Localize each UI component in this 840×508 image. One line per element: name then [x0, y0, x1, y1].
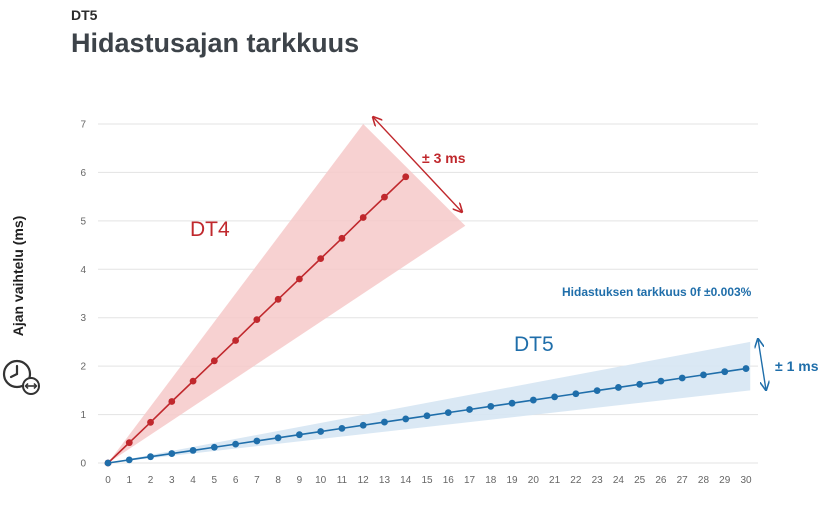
x-tick-label: 30 [740, 475, 752, 486]
dt5-point [232, 440, 240, 448]
dt4-point [274, 295, 282, 303]
dt4-point [359, 214, 367, 221]
y-tick-label: 3 [80, 313, 86, 324]
dt5-point [742, 365, 750, 372]
dt5-point [678, 374, 686, 382]
dt4-point [210, 357, 218, 365]
page-title: Hidastusajan tarkkuus [71, 28, 360, 58]
dt4-point [232, 337, 240, 344]
dt4-point [402, 173, 410, 181]
x-tick-label: 24 [613, 475, 625, 486]
x-tick-label: 10 [315, 475, 327, 486]
dt5-point [593, 387, 601, 394]
dt5-point [721, 368, 729, 376]
dt5-point [529, 396, 537, 404]
dt5-point [210, 443, 218, 451]
x-tick-label: 15 [421, 475, 433, 486]
dt4-point [253, 316, 261, 324]
dt5-point [402, 415, 410, 423]
y-tick-label: 0 [80, 459, 86, 470]
dt4-point [125, 439, 133, 447]
dt5-point [296, 431, 303, 439]
x-tick-label: 16 [443, 475, 455, 486]
x-tick-label: 3 [169, 475, 175, 486]
x-tick-label: 25 [634, 475, 646, 486]
dt5-point [274, 434, 282, 442]
dt5-point [104, 459, 112, 467]
dt4-tolerance-label: ± 3 ms [422, 150, 466, 166]
x-tick-label: 8 [275, 475, 281, 486]
y-tick-label: 6 [80, 168, 86, 179]
x-tick-label: 22 [570, 475, 582, 486]
dt5-point [466, 406, 473, 413]
dt4-point [168, 398, 176, 405]
y-tick-label: 7 [80, 120, 86, 131]
x-tick-label: 9 [297, 475, 303, 486]
y-tick-label: 1 [80, 410, 86, 421]
x-tick-label: 23 [592, 475, 604, 486]
dt5-point [381, 418, 388, 426]
dt5-point [338, 424, 346, 432]
series-label-dt4: DT4 [190, 218, 230, 241]
x-tick-label: 4 [190, 475, 196, 486]
dt5-point [147, 453, 154, 461]
x-tick-label: 12 [358, 475, 370, 486]
x-tick-label: 21 [549, 475, 561, 486]
dt5-point [551, 393, 558, 401]
eyebrow-label: DT5 [71, 7, 98, 23]
dt5-point [423, 412, 431, 420]
x-tick-label: 26 [655, 475, 667, 486]
dt5-tolerance-band [108, 341, 751, 463]
x-tick-label: 29 [719, 475, 731, 486]
dt4-point [147, 418, 154, 426]
dt5-point [636, 380, 644, 388]
accuracy-annotation: Hidastuksen tarkkuus 0f ±0.003% [562, 285, 752, 299]
dt5-point [189, 447, 197, 454]
x-tick-label: 13 [379, 475, 391, 486]
x-tick-label: 28 [698, 475, 710, 486]
x-tick-label: 27 [677, 475, 689, 486]
dt5-point [359, 421, 367, 429]
x-tick-label: 20 [528, 475, 540, 486]
dt5-point [657, 377, 665, 385]
dt4-point [296, 275, 303, 283]
x-tick-label: 0 [105, 475, 111, 486]
dt5-point [444, 409, 452, 417]
dt4-point [189, 377, 197, 385]
x-tick-label: 6 [233, 475, 239, 486]
dt4-tolerance-arrow [373, 117, 462, 212]
y-tick-label: 2 [80, 362, 86, 373]
series-label-dt5: DT5 [514, 333, 554, 356]
dt4-point [317, 255, 325, 263]
y-tick-label: 4 [80, 265, 86, 276]
y-tick-label: 5 [80, 216, 86, 227]
dt5-point [168, 450, 176, 457]
dt5-point [615, 384, 622, 391]
x-tick-label: 11 [337, 475, 348, 486]
dt5-point [508, 399, 516, 407]
dt5-point [317, 428, 325, 435]
dt5-point [487, 402, 495, 410]
x-tick-label: 19 [507, 475, 519, 486]
x-tick-label: 2 [148, 475, 154, 486]
dt5-point [125, 456, 133, 464]
x-tick-label: 17 [464, 475, 476, 486]
x-tick-label: 7 [254, 475, 260, 486]
dt4-point [381, 193, 388, 201]
dt4-point [338, 234, 346, 242]
dt5-point [572, 390, 580, 398]
dt5-point [253, 437, 261, 445]
dt5-point [700, 371, 707, 379]
dt5-tolerance-arrow [758, 339, 766, 390]
x-tick-label: 18 [485, 475, 497, 486]
x-tick-label: 14 [400, 475, 412, 486]
x-tick-label: 1 [126, 475, 132, 486]
x-tick-label: 5 [212, 475, 218, 486]
clock-with-arrows-icon [2, 359, 40, 395]
dt5-tolerance-label: ± 1 ms [775, 358, 819, 374]
